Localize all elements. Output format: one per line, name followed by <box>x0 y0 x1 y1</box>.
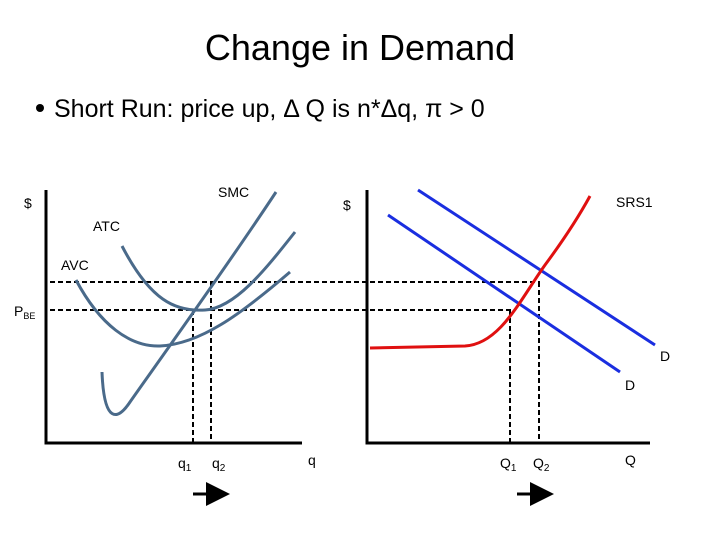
demand-new <box>417 188 656 347</box>
avc-curve <box>74 270 291 348</box>
curve-label: SRS1 <box>616 194 653 210</box>
label-sub: BE <box>23 311 35 321</box>
x-axis-label: q <box>308 452 316 468</box>
demand-old <box>387 213 621 374</box>
x-axis-label: Q <box>625 452 636 468</box>
qty-label: q2 <box>212 455 226 474</box>
label-sub: 1 <box>186 463 192 474</box>
price-label: PBE <box>14 303 35 321</box>
label-main: Q <box>500 455 511 471</box>
label-main: q <box>178 455 186 471</box>
label-main: P <box>14 303 23 319</box>
bullet-dot <box>36 104 44 112</box>
qty-label: Q1 <box>500 455 517 474</box>
label-main: Q <box>533 455 544 471</box>
label-sub: 2 <box>220 463 226 474</box>
y-axis-label: $ <box>343 197 351 213</box>
qty-label: q1 <box>178 455 192 474</box>
y-axis-label: $ <box>24 195 32 211</box>
bullet-text: Short Run: price up, Δ Q is n*Δq, π > 0 <box>54 95 485 123</box>
curve-label: SMC <box>218 184 249 200</box>
firm-axes <box>44 190 302 445</box>
title: Change in Demand <box>205 27 515 68</box>
curve-label: D <box>625 377 635 393</box>
atc-curve <box>120 231 297 312</box>
curve-label: D <box>660 348 670 364</box>
curve-label: ATC <box>93 218 120 234</box>
qty-label: Q2 <box>533 455 550 474</box>
smc-curve <box>100 191 278 416</box>
curve-label: AVC <box>61 257 89 273</box>
market-axes <box>365 190 650 445</box>
label-sub: 2 <box>544 463 550 474</box>
label-sub: 1 <box>511 463 517 474</box>
supply-curve <box>369 195 592 350</box>
label-main: q <box>212 455 220 471</box>
